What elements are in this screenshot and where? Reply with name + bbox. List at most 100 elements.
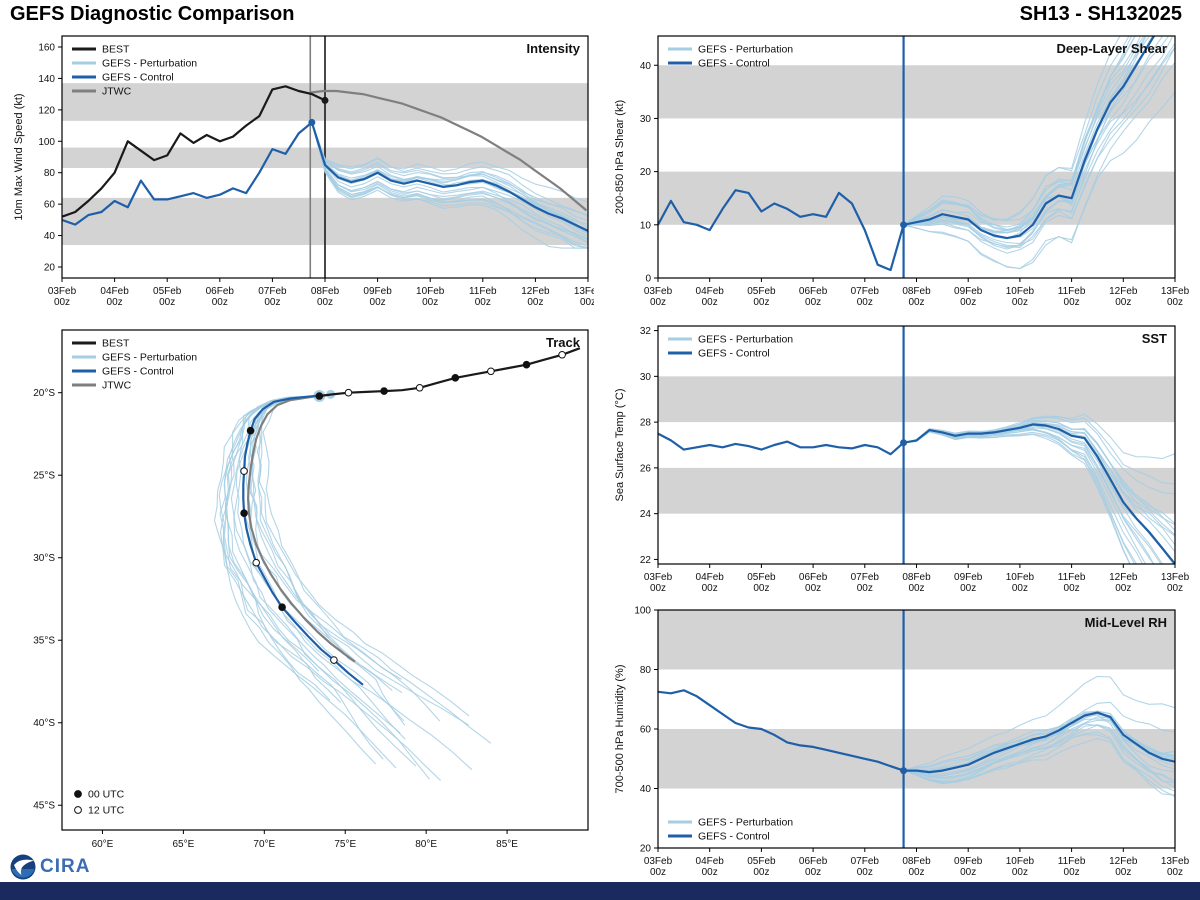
svg-text:10: 10 bbox=[640, 220, 652, 231]
svg-text:80: 80 bbox=[44, 168, 56, 179]
svg-text:00z: 00z bbox=[527, 297, 543, 308]
svg-text:GEFS - Control: GEFS - Control bbox=[102, 366, 174, 378]
svg-text:09Feb: 09Feb bbox=[954, 856, 983, 867]
svg-text:45°S: 45°S bbox=[33, 801, 55, 812]
svg-text:00z: 00z bbox=[107, 297, 123, 308]
svg-text:00z: 00z bbox=[805, 867, 821, 878]
svg-text:85°E: 85°E bbox=[496, 839, 518, 850]
svg-text:03Feb: 03Feb bbox=[48, 286, 77, 297]
svg-text:13Feb: 13Feb bbox=[574, 286, 594, 297]
svg-text:06Feb: 06Feb bbox=[206, 286, 235, 297]
svg-text:40: 40 bbox=[44, 231, 56, 242]
svg-text:00z: 00z bbox=[1167, 297, 1183, 308]
svg-text:00z: 00z bbox=[650, 583, 666, 594]
svg-text:12 UTC: 12 UTC bbox=[88, 805, 125, 817]
svg-text:20: 20 bbox=[44, 263, 56, 274]
mid-level-rh-chart: 03Feb 00z 04Feb 00z 05Feb 00z 06Feb 00z 07Feb 00z… bbox=[610, 602, 1192, 890]
svg-text:160: 160 bbox=[38, 43, 55, 54]
svg-text:00z: 00z bbox=[805, 583, 821, 594]
svg-text:60: 60 bbox=[640, 725, 652, 736]
noaa-logo-icon bbox=[10, 854, 36, 880]
svg-text:00z: 00z bbox=[1064, 867, 1080, 878]
svg-text:40: 40 bbox=[640, 61, 652, 72]
svg-text:Intensity: Intensity bbox=[527, 41, 581, 56]
svg-text:70°E: 70°E bbox=[253, 839, 275, 850]
storm-id: SH13 - SH132025 bbox=[1019, 3, 1182, 25]
svg-text:08Feb: 08Feb bbox=[902, 856, 931, 867]
svg-text:GEFS - Control: GEFS - Control bbox=[102, 72, 174, 84]
svg-text:07Feb: 07Feb bbox=[258, 286, 287, 297]
track-chart: 60°E 65°E 70°E 75°E 80°E 85°E 45°S 40°S 35°S 30°S… bbox=[8, 320, 594, 876]
svg-text:00z: 00z bbox=[960, 583, 976, 594]
svg-text:11Feb: 11Feb bbox=[1058, 286, 1086, 297]
svg-text:00z: 00z bbox=[1167, 583, 1183, 594]
svg-text:10Feb: 10Feb bbox=[1006, 572, 1035, 583]
svg-text:65°E: 65°E bbox=[172, 839, 194, 850]
svg-text:30: 30 bbox=[640, 372, 652, 383]
svg-text:00z: 00z bbox=[908, 867, 924, 878]
svg-text:00z: 00z bbox=[753, 583, 769, 594]
cira-logo: CIRA bbox=[10, 854, 90, 880]
svg-text:32: 32 bbox=[640, 326, 652, 337]
svg-text:00z: 00z bbox=[857, 583, 873, 594]
svg-text:30: 30 bbox=[640, 114, 652, 125]
svg-text:00z: 00z bbox=[650, 867, 666, 878]
svg-text:GEFS - Perturbation: GEFS - Perturbation bbox=[102, 58, 197, 70]
svg-text:06Feb: 06Feb bbox=[799, 572, 828, 583]
svg-text:00z: 00z bbox=[264, 297, 280, 308]
svg-text:12Feb: 12Feb bbox=[521, 286, 550, 297]
svg-text:JTWC: JTWC bbox=[102, 86, 132, 98]
svg-text:04Feb: 04Feb bbox=[696, 572, 725, 583]
svg-text:07Feb: 07Feb bbox=[851, 856, 880, 867]
svg-text:04Feb: 04Feb bbox=[696, 856, 725, 867]
svg-text:13Feb: 13Feb bbox=[1161, 856, 1190, 867]
svg-text:00z: 00z bbox=[212, 297, 228, 308]
svg-text:10Feb: 10Feb bbox=[416, 286, 445, 297]
svg-text:07Feb: 07Feb bbox=[851, 286, 880, 297]
svg-text:00z: 00z bbox=[908, 297, 924, 308]
svg-text:03Feb: 03Feb bbox=[644, 572, 673, 583]
svg-text:00z: 00z bbox=[54, 297, 70, 308]
cira-wordmark: CIRA bbox=[40, 856, 91, 877]
svg-text:22: 22 bbox=[640, 555, 652, 566]
svg-text:00z: 00z bbox=[1064, 297, 1080, 308]
svg-text:00z: 00z bbox=[317, 297, 333, 308]
svg-text:80: 80 bbox=[640, 665, 652, 676]
svg-text:13Feb: 13Feb bbox=[1161, 572, 1190, 583]
svg-text:JTWC: JTWC bbox=[102, 380, 132, 392]
page-title: GEFS Diagnostic Comparison bbox=[10, 3, 295, 25]
svg-text:BEST: BEST bbox=[102, 44, 130, 56]
svg-text:00z: 00z bbox=[1012, 867, 1028, 878]
svg-text:04Feb: 04Feb bbox=[100, 286, 129, 297]
svg-text:00z: 00z bbox=[1012, 583, 1028, 594]
svg-text:12Feb: 12Feb bbox=[1109, 572, 1138, 583]
svg-text:00z: 00z bbox=[1167, 867, 1183, 878]
svg-text:Deep-Layer Shear: Deep-Layer Shear bbox=[1056, 41, 1167, 56]
svg-text:12Feb: 12Feb bbox=[1109, 286, 1138, 297]
svg-text:00z: 00z bbox=[650, 297, 666, 308]
svg-text:08Feb: 08Feb bbox=[902, 572, 931, 583]
svg-text:05Feb: 05Feb bbox=[747, 856, 776, 867]
svg-text:75°E: 75°E bbox=[334, 839, 356, 850]
svg-text:40°S: 40°S bbox=[33, 718, 55, 729]
svg-text:08Feb: 08Feb bbox=[902, 286, 931, 297]
svg-text:GEFS - Control: GEFS - Control bbox=[698, 58, 770, 70]
svg-text:GEFS - Perturbation: GEFS - Perturbation bbox=[698, 44, 793, 56]
svg-text:25°S: 25°S bbox=[33, 471, 55, 482]
svg-text:28: 28 bbox=[640, 418, 652, 429]
svg-text:11Feb: 11Feb bbox=[1058, 572, 1086, 583]
deep-layer-shear-chart: 03Feb 00z 04Feb 00z 05Feb 00z 06Feb 00z 07Feb 00z… bbox=[610, 28, 1192, 320]
svg-text:13Feb: 13Feb bbox=[1161, 286, 1190, 297]
svg-text:00z: 00z bbox=[702, 867, 718, 878]
svg-text:700-500 hPa Humidity (%): 700-500 hPa Humidity (%) bbox=[614, 664, 626, 793]
svg-text:00z: 00z bbox=[960, 867, 976, 878]
svg-text:08Feb: 08Feb bbox=[311, 286, 340, 297]
svg-text:12Feb: 12Feb bbox=[1109, 856, 1138, 867]
svg-text:09Feb: 09Feb bbox=[954, 286, 983, 297]
svg-text:09Feb: 09Feb bbox=[954, 572, 983, 583]
svg-text:140: 140 bbox=[38, 74, 55, 85]
svg-text:04Feb: 04Feb bbox=[696, 286, 725, 297]
svg-text:00z: 00z bbox=[159, 297, 175, 308]
svg-text:10Feb: 10Feb bbox=[1006, 856, 1035, 867]
svg-text:00z: 00z bbox=[960, 297, 976, 308]
